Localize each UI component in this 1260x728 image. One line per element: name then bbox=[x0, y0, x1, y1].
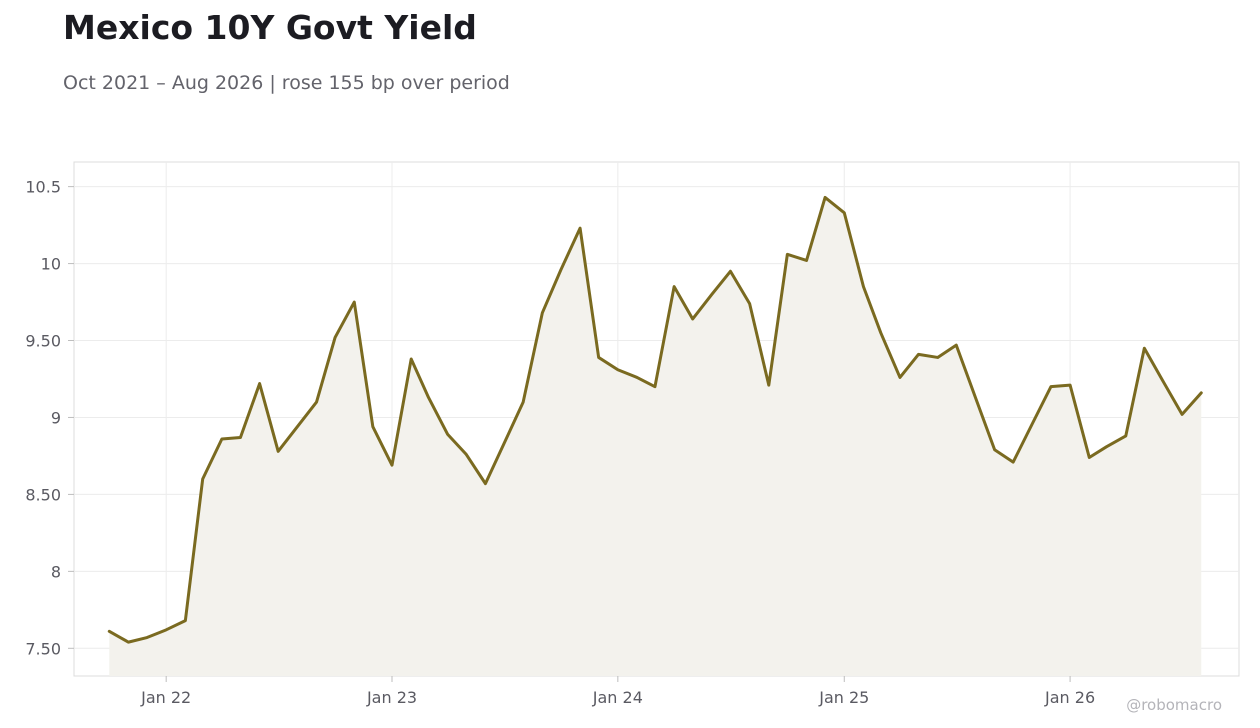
x-tick-label: Jan 25 bbox=[818, 688, 869, 707]
y-tick-label: 10.5 bbox=[25, 178, 61, 197]
x-tick-label: Jan 22 bbox=[140, 688, 191, 707]
series-area-fill bbox=[109, 197, 1202, 676]
x-tick-label: Jan 26 bbox=[1044, 688, 1095, 707]
x-tick-label: Jan 23 bbox=[366, 688, 417, 707]
y-tick-label: 8 bbox=[51, 562, 61, 581]
y-tick-label: 9.50 bbox=[25, 332, 61, 351]
y-tick-label: 8.50 bbox=[25, 485, 61, 504]
x-axis-ticks: Jan 22 Jan 23 Jan 24 Jan 25 Jan 26 bbox=[140, 676, 1095, 707]
series-line bbox=[107, 195, 1203, 644]
y-axis-ticks: 7.50 8 8.50 9 9.50 10 10.5 bbox=[25, 178, 74, 658]
x-tick-label: Jan 24 bbox=[592, 688, 643, 707]
y-tick-label: 9 bbox=[51, 408, 61, 427]
chart-title: Mexico 10Y Govt Yield bbox=[63, 8, 477, 47]
y-tick-label: 10 bbox=[41, 255, 61, 274]
watermark: @robomacro bbox=[1126, 696, 1222, 714]
chart-subtitle: Oct 2021 – Aug 2026 | rose 155 bp over p… bbox=[63, 72, 510, 94]
y-tick-label: 7.50 bbox=[25, 639, 61, 658]
